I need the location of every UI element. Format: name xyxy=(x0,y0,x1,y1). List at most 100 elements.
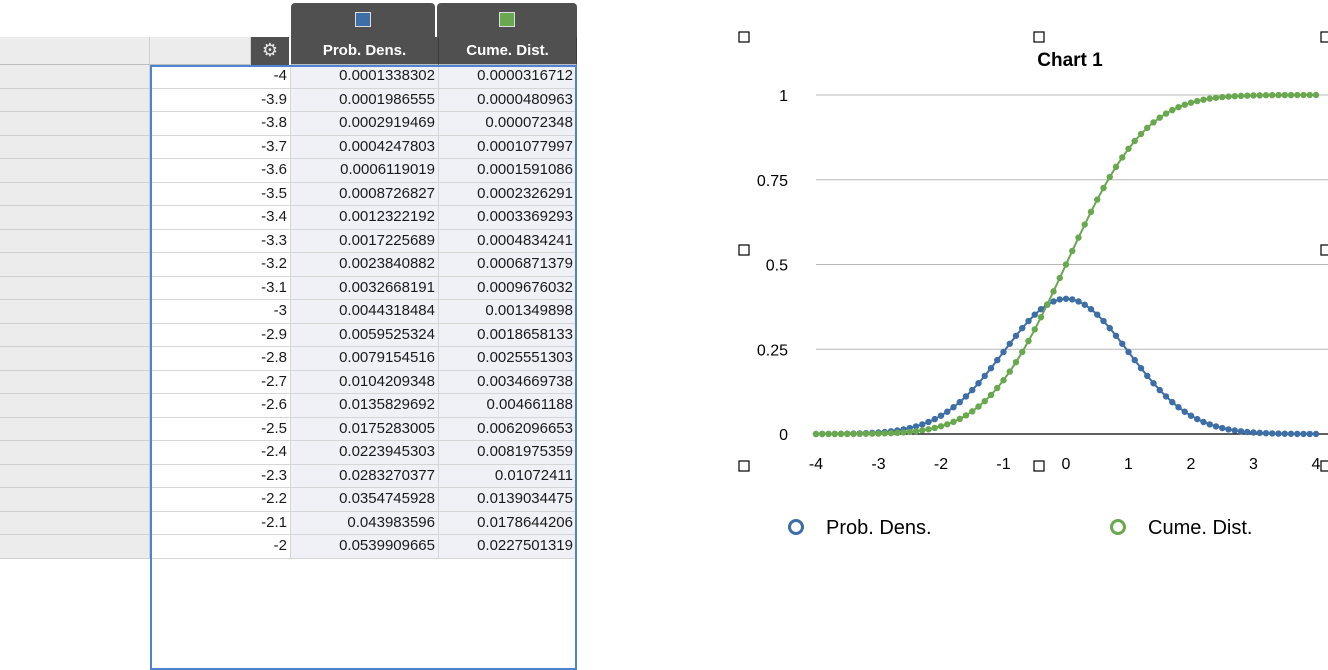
cell-cume-dist[interactable]: 0.0081975359 xyxy=(439,441,577,465)
cell-prob-dens[interactable]: 0.0104209348 xyxy=(291,370,439,394)
cell-x-value[interactable]: -3.5 xyxy=(150,182,291,206)
series-tab-prob-dens[interactable] xyxy=(291,3,435,37)
table-row[interactable]: -2.2 0.0354745928 0.0139034475 xyxy=(0,488,577,512)
column-header-x[interactable] xyxy=(150,37,251,65)
cell-prob-dens[interactable]: 0.0008726827 xyxy=(291,182,439,206)
series-tab-cume-dist[interactable] xyxy=(437,3,577,37)
row-header-cell[interactable] xyxy=(0,417,150,441)
cell-prob-dens[interactable]: 0.0044318484 xyxy=(291,300,439,324)
row-header-cell[interactable] xyxy=(0,535,150,559)
cell-x-value[interactable]: -2.4 xyxy=(150,441,291,465)
table-row[interactable]: -2.3 0.0283270377 0.01072411 xyxy=(0,464,577,488)
cell-prob-dens[interactable]: 0.0223945303 xyxy=(291,441,439,465)
row-header-cell[interactable] xyxy=(0,511,150,535)
cell-x-value[interactable]: -4 xyxy=(150,65,291,89)
column-header-prob-dens[interactable]: Prob. Dens. xyxy=(291,37,439,65)
cell-cume-dist[interactable]: 0.0002326291 xyxy=(439,182,577,206)
row-header-cell[interactable] xyxy=(0,394,150,418)
cell-x-value[interactable]: -2.3 xyxy=(150,464,291,488)
resize-handle[interactable] xyxy=(738,31,750,43)
cell-prob-dens[interactable]: 0.0135829692 xyxy=(291,394,439,418)
cell-prob-dens[interactable]: 0.0354745928 xyxy=(291,488,439,512)
series-color-swatch[interactable] xyxy=(355,12,371,27)
cell-prob-dens[interactable]: 0.0017225689 xyxy=(291,229,439,253)
cell-x-value[interactable]: -3.6 xyxy=(150,159,291,183)
row-header-cell[interactable] xyxy=(0,206,150,230)
cell-x-value[interactable]: -2.9 xyxy=(150,323,291,347)
table-row[interactable]: -2.9 0.0059525324 0.0018658133 xyxy=(0,323,577,347)
series-color-swatch[interactable] xyxy=(499,12,515,27)
table-row[interactable]: -3.5 0.0008726827 0.0002326291 xyxy=(0,182,577,206)
cell-prob-dens[interactable]: 0.0004247803 xyxy=(291,135,439,159)
column-header-cume-dist[interactable]: Cume. Dist. xyxy=(439,37,577,65)
resize-handle[interactable] xyxy=(1320,460,1328,472)
row-header-cell[interactable] xyxy=(0,300,150,324)
row-header-cell[interactable] xyxy=(0,276,150,300)
cell-x-value[interactable]: -3.8 xyxy=(150,112,291,136)
cell-cume-dist[interactable]: 0.01072411 xyxy=(439,464,577,488)
cell-cume-dist[interactable]: 0.004661188 xyxy=(439,394,577,418)
cell-x-value[interactable]: -3.9 xyxy=(150,88,291,112)
cell-x-value[interactable]: -3.1 xyxy=(150,276,291,300)
cell-prob-dens[interactable]: 0.0001986555 xyxy=(291,88,439,112)
row-header-cell[interactable] xyxy=(0,229,150,253)
resize-handle[interactable] xyxy=(738,244,750,256)
cell-cume-dist[interactable]: 0.0001077997 xyxy=(439,135,577,159)
cell-x-value[interactable]: -3.4 xyxy=(150,206,291,230)
cell-prob-dens[interactable]: 0.0032668191 xyxy=(291,276,439,300)
cell-cume-dist[interactable]: 0.0006871379 xyxy=(439,253,577,277)
cell-prob-dens[interactable]: 0.0002919469 xyxy=(291,112,439,136)
cell-x-value[interactable]: -2.6 xyxy=(150,394,291,418)
row-header-cell[interactable] xyxy=(0,182,150,206)
cell-cume-dist[interactable]: 0.0178644206 xyxy=(439,511,577,535)
cell-prob-dens[interactable]: 0.0539909665 xyxy=(291,535,439,559)
cell-cume-dist[interactable]: 0.0004834241 xyxy=(439,229,577,253)
cell-x-value[interactable]: -3.7 xyxy=(150,135,291,159)
row-header-cell[interactable] xyxy=(0,370,150,394)
cell-cume-dist[interactable]: 0.0025551303 xyxy=(439,347,577,371)
row-header-cell[interactable] xyxy=(0,464,150,488)
row-header-cell[interactable] xyxy=(0,488,150,512)
row-header-cell[interactable] xyxy=(0,135,150,159)
cell-cume-dist[interactable]: 0.000072348 xyxy=(439,112,577,136)
row-header-cell[interactable] xyxy=(0,347,150,371)
table-row[interactable]: -3.9 0.0001986555 0.0000480963 xyxy=(0,88,577,112)
table-row[interactable]: -2.4 0.0223945303 0.0081975359 xyxy=(0,441,577,465)
table-row[interactable]: -3.8 0.0002919469 0.000072348 xyxy=(0,112,577,136)
cell-x-value[interactable]: -2.1 xyxy=(150,511,291,535)
cell-prob-dens[interactable]: 0.0079154516 xyxy=(291,347,439,371)
cell-cume-dist[interactable]: 0.0000316712 xyxy=(439,65,577,89)
cell-x-value[interactable]: -2.8 xyxy=(150,347,291,371)
table-row[interactable]: -2.6 0.0135829692 0.004661188 xyxy=(0,394,577,418)
cell-cume-dist[interactable]: 0.0003369293 xyxy=(439,206,577,230)
row-header-cell[interactable] xyxy=(0,112,150,136)
cell-x-value[interactable]: -2 xyxy=(150,535,291,559)
table-row[interactable]: -3.6 0.0006119019 0.0001591086 xyxy=(0,159,577,183)
cell-cume-dist[interactable]: 0.001349898 xyxy=(439,300,577,324)
cell-prob-dens[interactable]: 0.0006119019 xyxy=(291,159,439,183)
row-header-cell[interactable] xyxy=(0,88,150,112)
cell-prob-dens[interactable]: 0.0175283005 xyxy=(291,417,439,441)
table-row[interactable]: -3.4 0.0012322192 0.0003369293 xyxy=(0,206,577,230)
gear-icon[interactable]: ⚙ xyxy=(251,37,289,65)
table-row[interactable]: -2.7 0.0104209348 0.0034669738 xyxy=(0,370,577,394)
cell-cume-dist[interactable]: 0.0062096653 xyxy=(439,417,577,441)
table-row[interactable]: -3.2 0.0023840882 0.0006871379 xyxy=(0,253,577,277)
cell-x-value[interactable]: -3.3 xyxy=(150,229,291,253)
table-row[interactable]: -2.1 0.043983596 0.0178644206 xyxy=(0,511,577,535)
cell-x-value[interactable]: -2.5 xyxy=(150,417,291,441)
cell-cume-dist[interactable]: 0.0018658133 xyxy=(439,323,577,347)
cell-cume-dist[interactable]: 0.0000480963 xyxy=(439,88,577,112)
resize-handle[interactable] xyxy=(1033,31,1045,43)
resize-handle[interactable] xyxy=(1320,244,1328,256)
cell-cume-dist[interactable]: 0.0227501319 xyxy=(439,535,577,559)
cell-cume-dist[interactable]: 0.0139034475 xyxy=(439,488,577,512)
corner-header-cell[interactable] xyxy=(0,37,150,65)
table-row[interactable]: -2 0.0539909665 0.0227501319 xyxy=(0,535,577,559)
cell-prob-dens[interactable]: 0.0012322192 xyxy=(291,206,439,230)
chart-1[interactable]: 0 0.25 0.5 0.75 1 -4 -3 -2 -1 0 1 2 3 4 Chart 1 Prob… xyxy=(700,0,1328,670)
row-header-cell[interactable] xyxy=(0,441,150,465)
cell-prob-dens[interactable]: 0.0283270377 xyxy=(291,464,439,488)
resize-handle[interactable] xyxy=(1320,31,1328,43)
row-header-cell[interactable] xyxy=(0,159,150,183)
